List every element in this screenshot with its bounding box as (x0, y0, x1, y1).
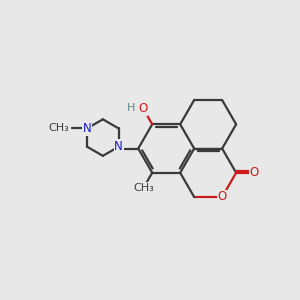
Text: N: N (83, 122, 92, 135)
Text: O: O (218, 190, 227, 203)
Text: O: O (250, 166, 259, 179)
Text: N: N (114, 140, 123, 153)
Text: CH₃: CH₃ (133, 183, 154, 193)
Text: O: O (139, 102, 148, 115)
Text: H: H (127, 103, 135, 113)
Text: CH₃: CH₃ (49, 123, 69, 134)
